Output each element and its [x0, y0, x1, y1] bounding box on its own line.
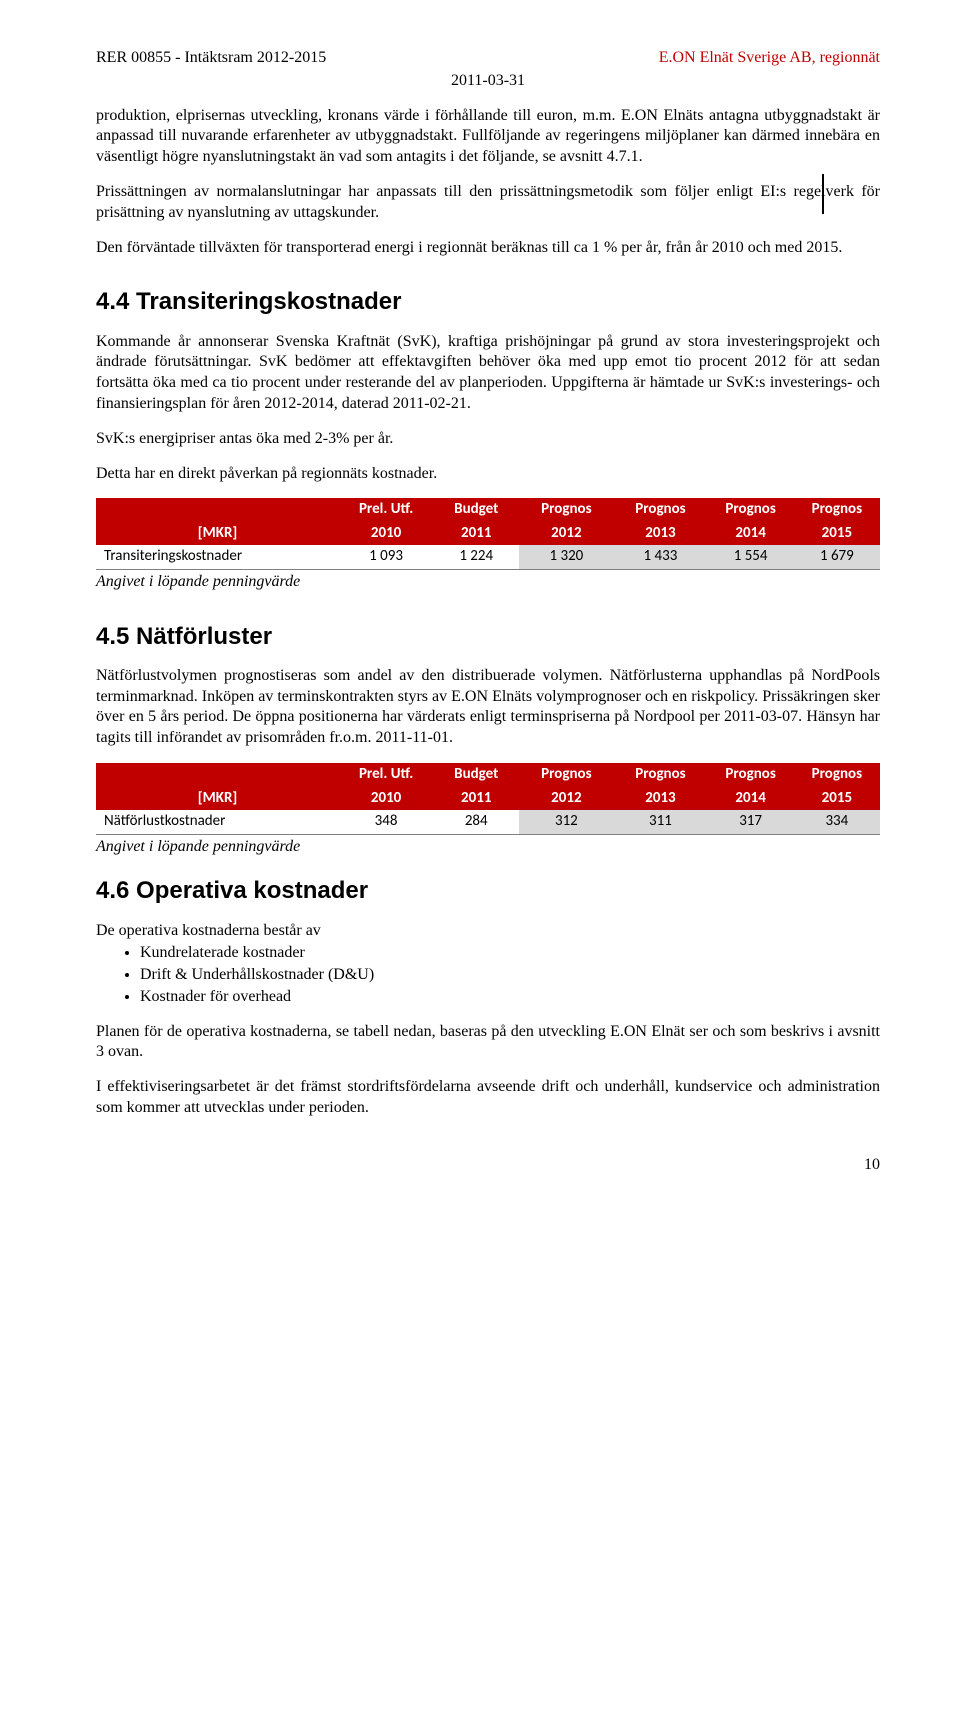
col-p12-1: Prognos: [519, 763, 613, 787]
intro-p3: Den förväntade tillväxten för transporte…: [96, 238, 880, 259]
s45-p1: Nätförlustvolymen prognostiseras som and…: [96, 666, 880, 749]
cell-2014: 1 554: [708, 545, 794, 569]
col-p12-1: Prognos: [519, 498, 613, 522]
col-p14-2: 2014: [708, 522, 794, 546]
col-budget-2: 2011: [433, 787, 519, 811]
net-loss-table: [MKR] Prel. Utf. Budget Prognos Prognos …: [96, 763, 880, 835]
section-4-4-title: 4.4 Transiteringskostnader: [96, 286, 880, 317]
cell-2010: 1 093: [339, 545, 433, 569]
col-p15-1: Prognos: [794, 498, 880, 522]
intro-p1: produktion, elprisernas utveckling, kron…: [96, 106, 880, 168]
revision-bar-icon: [822, 174, 824, 214]
s44-p2: SvK:s energipriser antas öka med 2-3% pe…: [96, 429, 880, 450]
cell-2015: 334: [794, 810, 880, 834]
header-right: E.ON Elnät Sverige AB, regionnät: [659, 48, 880, 69]
table-row: Transiteringskostnader 1 093 1 224 1 320…: [96, 545, 880, 569]
row-label: Transiteringskostnader: [96, 545, 339, 569]
col-p12-2: 2012: [519, 522, 613, 546]
list-item: Drift & Underhållskostnader (D&U): [140, 965, 880, 986]
cell-2014: 317: [708, 810, 794, 834]
header-left: RER 00855 - Intäktsram 2012-2015: [96, 49, 326, 66]
header-date: 2011-03-31: [96, 71, 880, 92]
s46-p1: De operativa kostnaderna består av: [96, 921, 880, 942]
s46-p2: Planen för de operativa kostnaderna, se …: [96, 1022, 880, 1064]
col-budget-2: 2011: [433, 522, 519, 546]
col-prel-1: Prel. Utf.: [339, 763, 433, 787]
col-mkr: [MKR]: [96, 763, 339, 810]
bullet-list: Kundrelaterade kostnader Drift & Underhå…: [140, 943, 880, 1007]
col-p13-1: Prognos: [613, 763, 707, 787]
cell-2011: 1 224: [433, 545, 519, 569]
col-p15-2: 2015: [794, 787, 880, 811]
row-label: Nätförlustkostnader: [96, 810, 339, 834]
transit-cost-table: [MKR] Prel. Utf. Budget Prognos Prognos …: [96, 498, 880, 570]
col-p14-1: Prognos: [708, 763, 794, 787]
col-p13-2: 2013: [613, 522, 707, 546]
section-4-5-title: 4.5 Nätförluster: [96, 621, 880, 652]
col-p14-1: Prognos: [708, 498, 794, 522]
col-p12-2: 2012: [519, 787, 613, 811]
col-prel-2: 2010: [339, 787, 433, 811]
col-p13-2: 2013: [613, 787, 707, 811]
col-prel-1: Prel. Utf.: [339, 498, 433, 522]
list-item: Kostnader för overhead: [140, 987, 880, 1008]
table-note-44: Angivet i löpande penningvärde: [96, 572, 880, 593]
list-item: Kundrelaterade kostnader: [140, 943, 880, 964]
table-row: Nätförlustkostnader 348 284 312 311 317 …: [96, 810, 880, 834]
table-note-45: Angivet i löpande penningvärde: [96, 837, 880, 858]
cell-2010: 348: [339, 810, 433, 834]
col-p14-2: 2014: [708, 787, 794, 811]
col-budget-1: Budget: [433, 763, 519, 787]
s44-p1: Kommande år annonserar Svenska Kraftnät …: [96, 332, 880, 415]
page-number: 10: [96, 1155, 880, 1176]
cell-2013: 1 433: [613, 545, 707, 569]
col-prel-2: 2010: [339, 522, 433, 546]
section-4-6-title: 4.6 Operativa kostnader: [96, 875, 880, 906]
col-p15-2: 2015: [794, 522, 880, 546]
cell-2015: 1 679: [794, 545, 880, 569]
col-p15-1: Prognos: [794, 763, 880, 787]
intro-p2: Prissättningen av normalanslutningar har…: [96, 182, 880, 224]
col-budget-1: Budget: [433, 498, 519, 522]
col-mkr: [MKR]: [96, 498, 339, 545]
s46-p3: I effektiviseringsarbetet är det främst …: [96, 1077, 880, 1119]
cell-2013: 311: [613, 810, 707, 834]
cell-2012: 1 320: [519, 545, 613, 569]
cell-2012: 312: [519, 810, 613, 834]
cell-2011: 284: [433, 810, 519, 834]
s44-p3: Detta har en direkt påverkan på regionnä…: [96, 464, 880, 485]
col-p13-1: Prognos: [613, 498, 707, 522]
page-header: RER 00855 - Intäktsram 2012-2015 E.ON El…: [96, 48, 880, 69]
